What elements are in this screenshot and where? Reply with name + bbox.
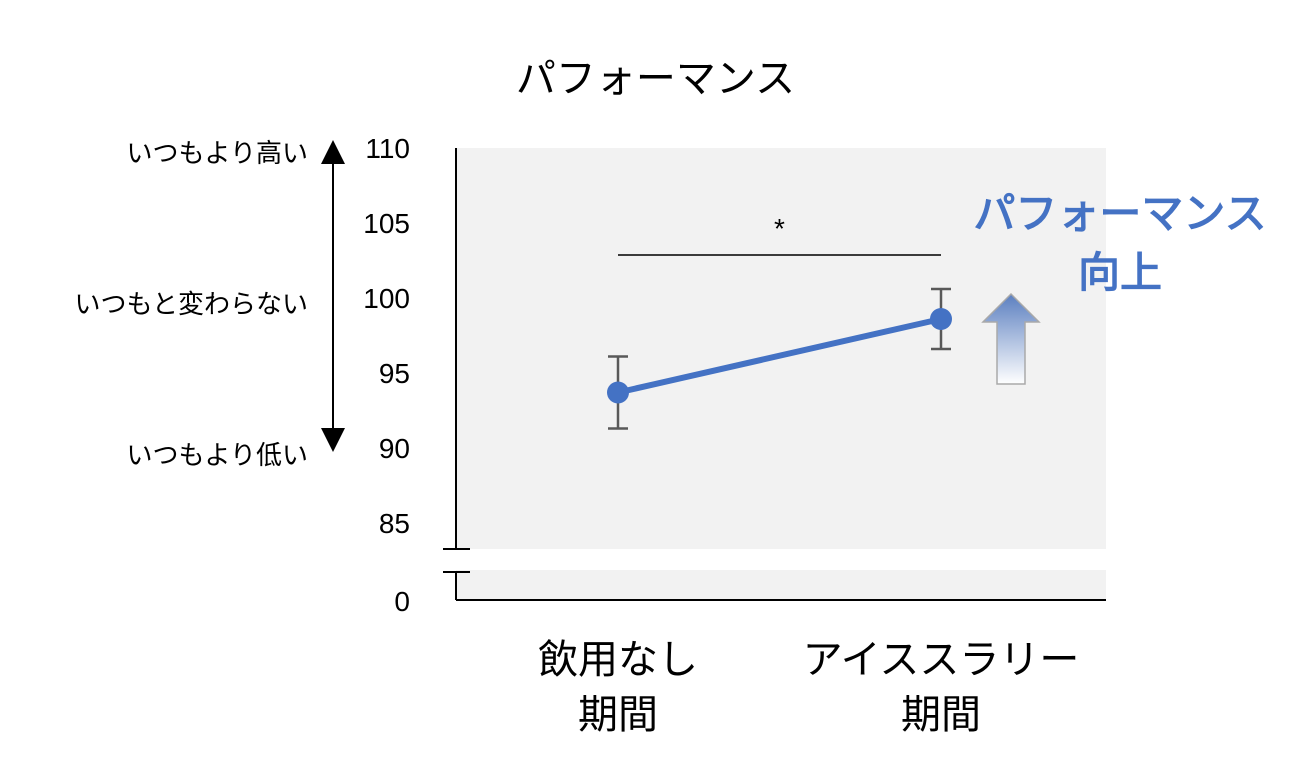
y-tick-label: 85: [379, 508, 410, 539]
x-category-label: アイススラリー: [803, 637, 1080, 683]
side-label-bottom: いつもより低い: [127, 441, 308, 471]
side-label-top: いつもより高い: [127, 139, 308, 169]
significance-marker: *: [774, 213, 785, 244]
y-tick-label: 100: [363, 283, 410, 314]
series-line: [617, 316, 942, 396]
side-scale-arrow-up-icon: [321, 140, 345, 164]
y-tick-label: 0: [394, 586, 410, 617]
data-point: [930, 308, 952, 330]
plot-area-lower: [456, 570, 1106, 600]
x-category-label: 期間: [578, 692, 658, 738]
chart-title: パフォーマンス: [515, 56, 796, 102]
data-point: [607, 381, 629, 404]
side-scale-arrow-down-icon: [321, 428, 345, 452]
x-category-label: 飲用なし: [538, 637, 698, 683]
side-label-middle: いつもと変わらない: [75, 290, 308, 320]
y-tick-label: 95: [379, 358, 410, 389]
y-tick-label: 105: [363, 208, 410, 239]
annotation-line-1: パフォーマンス: [973, 189, 1266, 238]
y-tick-label: 110: [365, 133, 410, 164]
x-category-label: 期間: [901, 692, 981, 738]
annotation-line-2: 向上: [1078, 248, 1162, 297]
y-tick-label: 90: [379, 433, 410, 464]
up-arrow-icon: [981, 292, 1041, 385]
